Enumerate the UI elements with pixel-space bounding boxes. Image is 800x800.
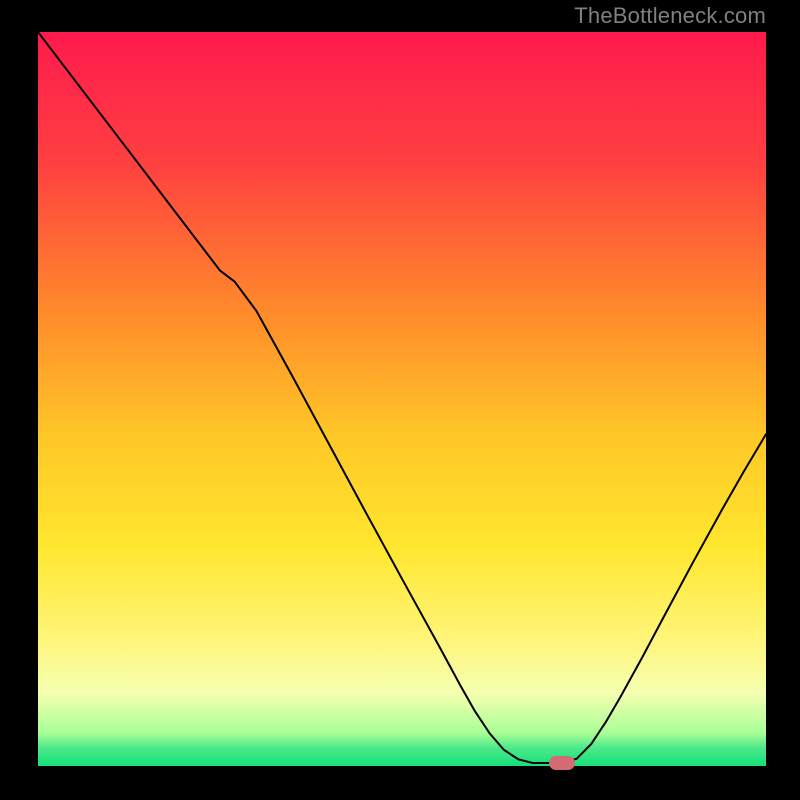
- optimal-point-marker: [549, 756, 575, 770]
- bottleneck-curve: [38, 32, 766, 763]
- plot-frame: [36, 30, 768, 768]
- chart-stage: TheBottleneck.com: [0, 0, 800, 800]
- watermark-text: TheBottleneck.com: [574, 3, 766, 29]
- curve-svg: [38, 32, 766, 766]
